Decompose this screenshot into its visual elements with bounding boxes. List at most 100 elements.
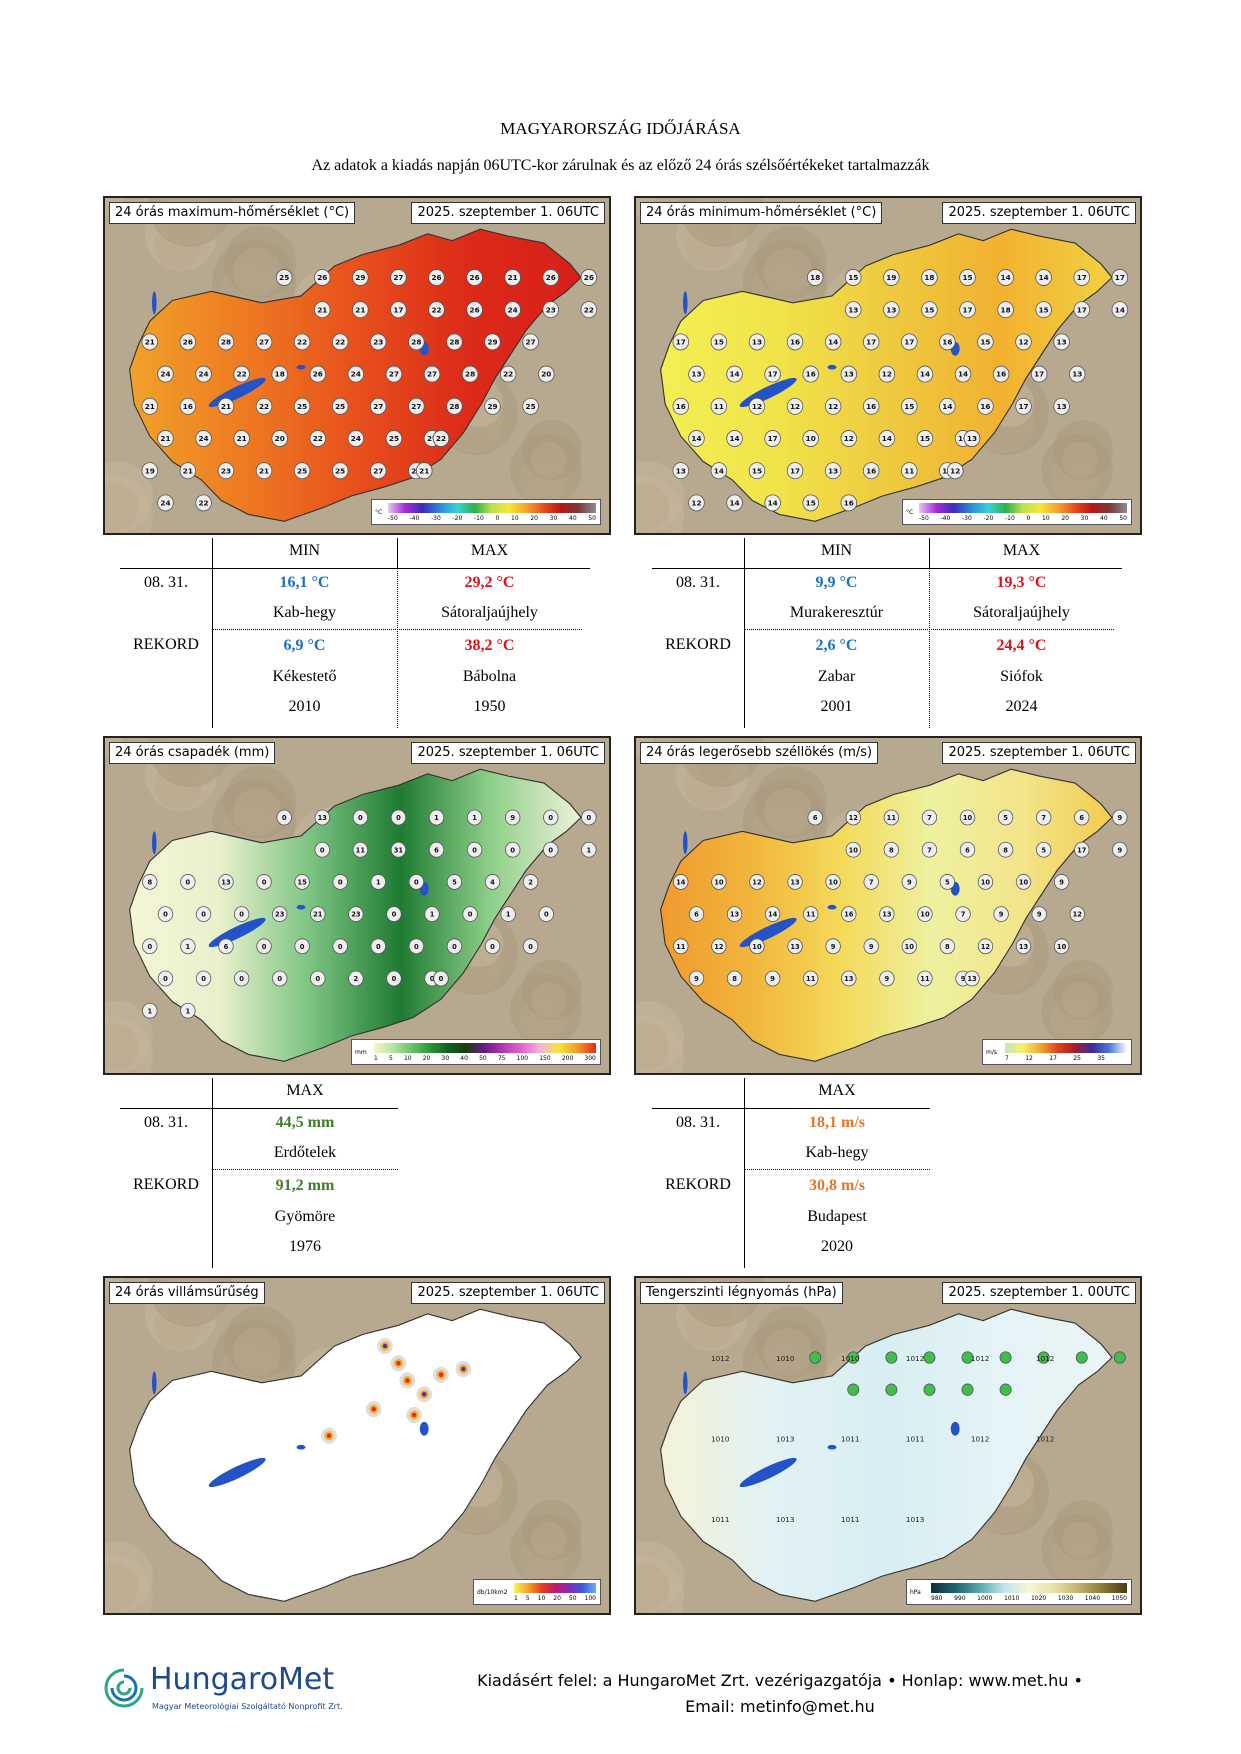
station-marker: 14 xyxy=(916,365,934,383)
station-marker: 17 xyxy=(672,333,690,351)
station-marker: 6 xyxy=(428,841,445,858)
station-marker: 16 xyxy=(992,365,1010,383)
station-marker: 25 xyxy=(275,269,293,286)
map-title: Tengerszinti légnyomás (hPa) xyxy=(640,1282,843,1304)
station-marker: 13 xyxy=(964,970,980,987)
station-marker: 1 xyxy=(370,874,386,890)
pressure-label: 1010 xyxy=(776,1354,795,1363)
station-marker: 1012 xyxy=(923,1351,936,1364)
svg-text:14: 14 xyxy=(1001,273,1011,282)
station-marker: 21 xyxy=(415,462,433,480)
svg-text:16: 16 xyxy=(806,370,816,379)
lightning-cell xyxy=(377,1337,393,1355)
station-marker: 13 xyxy=(748,333,766,351)
station-marker: 28 xyxy=(446,397,463,415)
station-marker: 25 xyxy=(385,430,403,447)
station-marker: 0 xyxy=(543,841,559,858)
legend-unit: °C xyxy=(375,509,383,516)
svg-text:15: 15 xyxy=(752,466,762,475)
station-marker: 22 xyxy=(428,301,445,319)
station-marker: 14 xyxy=(688,430,705,447)
station-marker: 22 xyxy=(293,333,311,351)
station-marker: 13 xyxy=(841,970,857,987)
svg-text:11: 11 xyxy=(714,402,724,411)
station-marker: 13 xyxy=(787,938,803,955)
station-marker: 21 xyxy=(314,301,331,319)
map-sea-level-pressure: 1012 1010 1010 1012 1012 1012 1010 1013 1011 1011… xyxy=(634,1276,1142,1615)
svg-text:17: 17 xyxy=(768,370,778,379)
svg-text:17: 17 xyxy=(1034,370,1044,379)
map-legend: mm 1 5 10 20 30 40 50 75 100 150 200 300 xyxy=(351,1039,601,1065)
lightning-cell xyxy=(399,1372,416,1389)
station-marker: 13 xyxy=(726,906,743,922)
map-lightning-density: 24 órás villámsűrűség 2025. szeptember 1… xyxy=(103,1276,611,1615)
svg-text:0: 0 xyxy=(392,911,397,919)
record-max-value: 38,2 °C xyxy=(464,637,515,654)
svg-text:18: 18 xyxy=(810,273,820,282)
legend-tick-label: 40 xyxy=(460,1055,468,1062)
table-divider xyxy=(212,538,213,728)
svg-text:17: 17 xyxy=(962,305,972,314)
station-marker: 12 xyxy=(878,365,896,383)
station-marker: 1 xyxy=(428,809,445,826)
svg-text:25: 25 xyxy=(389,434,399,443)
station-marker: 24 xyxy=(347,430,365,447)
station-marker: 6 xyxy=(688,906,705,922)
station-marker: 17 xyxy=(1073,301,1090,319)
station-marker: 8 xyxy=(726,970,743,987)
map-max-temperature: 2526292726262126262524212117222624232227… xyxy=(103,196,611,535)
map-legend: db/10km2 1 5 10 20 50 100 xyxy=(473,1579,601,1605)
station-marker: 11 xyxy=(901,462,918,480)
svg-text:0: 0 xyxy=(358,814,363,822)
svg-text:28: 28 xyxy=(411,337,421,346)
svg-text:23: 23 xyxy=(546,305,556,314)
station-marker: 0 xyxy=(310,970,326,987)
svg-text:26: 26 xyxy=(584,273,594,282)
daily-max-value: 18,1 m/s xyxy=(809,1114,865,1131)
station-marker: 1010 xyxy=(1037,1351,1050,1364)
station-marker: 10 xyxy=(825,874,841,890)
row-date-label: 08. 31. xyxy=(144,574,188,591)
map-date: 2025. szeptember 1. 00UTC xyxy=(942,1282,1136,1304)
svg-text:9: 9 xyxy=(831,943,836,951)
station-marker: 22 xyxy=(195,494,212,512)
svg-text:7: 7 xyxy=(1041,814,1046,822)
table-divider xyxy=(744,1078,745,1268)
svg-text:15: 15 xyxy=(297,878,307,886)
svg-text:0: 0 xyxy=(468,911,473,919)
svg-text:9: 9 xyxy=(999,911,1004,919)
station-marker: 16 xyxy=(786,333,804,351)
legend-ticks: 7 12 17 25 35 xyxy=(1005,1055,1105,1062)
station-marker: 1012 xyxy=(847,1383,860,1396)
station-marker: 9 xyxy=(1112,841,1128,858)
station-marker: 14 xyxy=(997,269,1014,286)
station-marker: 26 xyxy=(309,365,327,383)
daily-max-location: Sátoraljaújhely xyxy=(441,604,538,621)
svg-text:22: 22 xyxy=(436,434,446,443)
svg-text:11: 11 xyxy=(887,814,897,822)
svg-text:15: 15 xyxy=(924,305,934,314)
station-marker: 12 xyxy=(1015,333,1032,351)
svg-text:7: 7 xyxy=(927,846,932,854)
svg-text:15: 15 xyxy=(1039,305,1049,314)
svg-text:11: 11 xyxy=(806,975,816,983)
legend-color-bar xyxy=(1005,1043,1127,1053)
svg-text:13: 13 xyxy=(1019,943,1029,951)
station-marker: 0 xyxy=(314,841,330,858)
svg-text:0: 0 xyxy=(315,975,320,983)
record-max-location: Bábolna xyxy=(462,668,517,685)
station-marker: 10 xyxy=(802,430,819,447)
daily-max-location: Sátoraljaújhely xyxy=(973,604,1070,621)
station-marker: 17 xyxy=(764,430,781,447)
col-max-header: MAX xyxy=(286,1082,324,1099)
station-marker: 15 xyxy=(802,494,819,512)
station-marker: 23 xyxy=(542,301,559,319)
legend-tick-label: -10 xyxy=(1005,515,1015,522)
svg-text:13: 13 xyxy=(1057,402,1067,411)
svg-text:1: 1 xyxy=(186,943,191,951)
svg-text:15: 15 xyxy=(806,498,816,507)
station-marker: 17 xyxy=(1111,269,1129,286)
legend-tick-label: 40 xyxy=(569,515,577,522)
svg-text:0: 0 xyxy=(201,975,206,983)
station-marker: 18 xyxy=(271,365,288,383)
